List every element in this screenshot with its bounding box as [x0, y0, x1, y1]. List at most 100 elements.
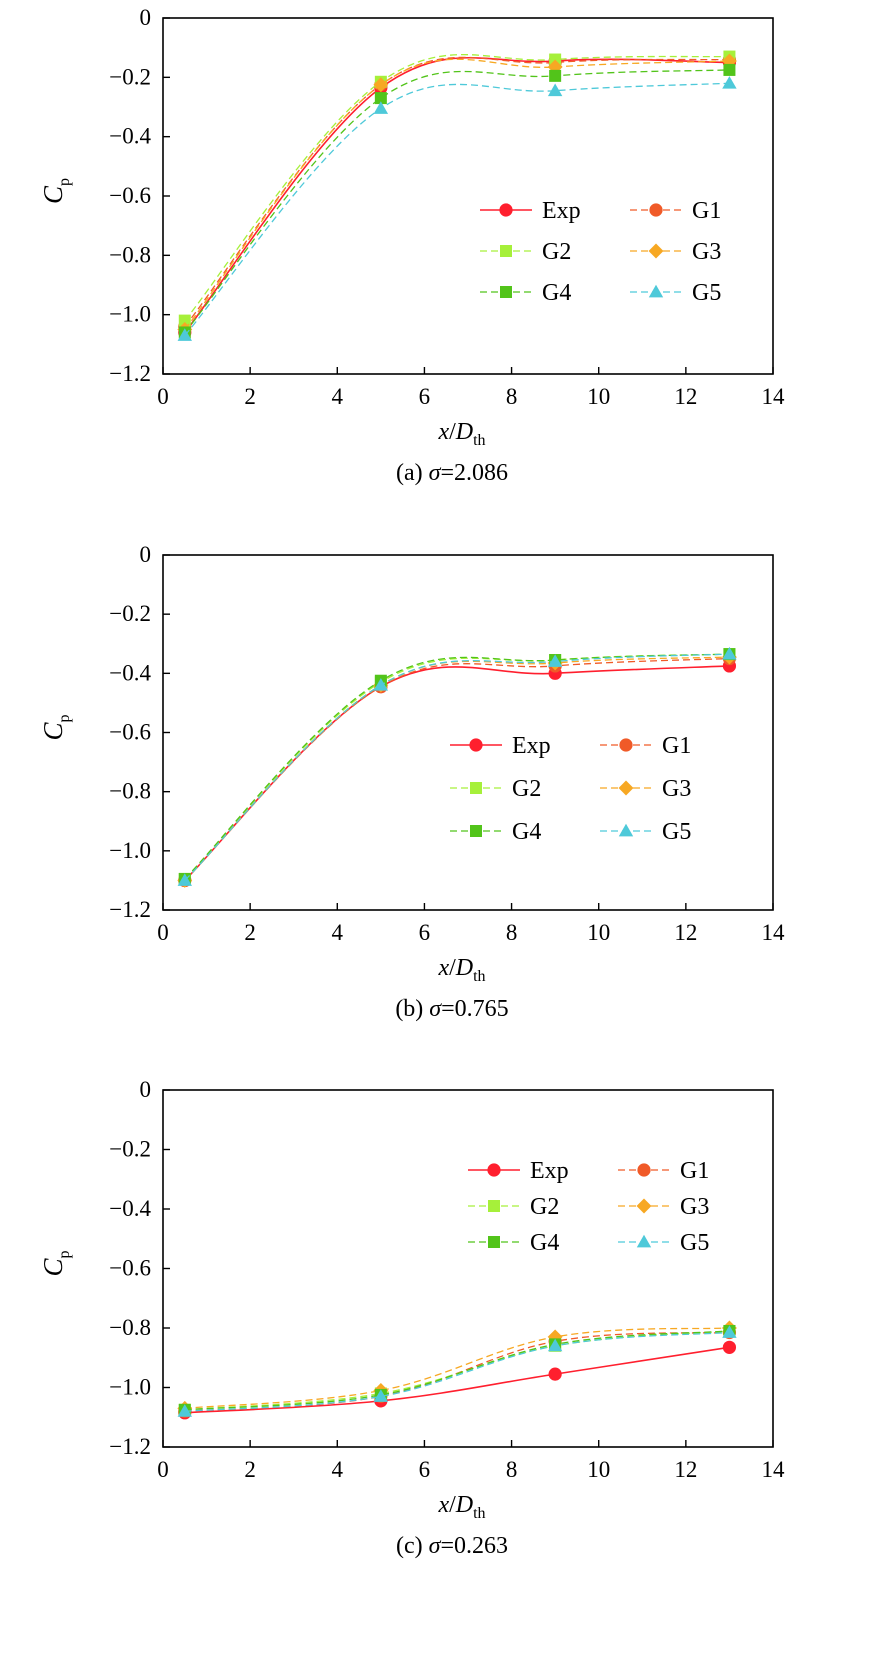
legend-item-G4: G4 [480, 280, 571, 306]
x-tick-label: 4 [332, 384, 344, 409]
legend-label: G2 [530, 1194, 559, 1220]
series-line-G5 [184, 653, 730, 881]
x-tick-label: 4 [332, 920, 344, 945]
y-tick-label: −1.2 [109, 897, 151, 922]
legend-label: G2 [542, 239, 571, 265]
data-point-G5 [722, 1325, 737, 1338]
x-axis-label-sep: / [449, 419, 456, 445]
series-line-G5 [184, 1331, 730, 1412]
legend-item-G2: G2 [480, 239, 571, 265]
x-tick-label: 14 [762, 920, 786, 945]
x-axis-label-base: D [455, 419, 473, 445]
series-line-G3 [184, 656, 730, 881]
legend-marker [618, 780, 634, 796]
y-axis-label-base: C [38, 1258, 68, 1277]
legend-marker [487, 1163, 501, 1177]
y-tick-label: −1.0 [109, 838, 151, 863]
y-tick-label: −0.2 [109, 1137, 151, 1162]
legend-marker [470, 782, 482, 794]
series-line-G5 [184, 82, 730, 336]
x-tick-label: 6 [419, 920, 431, 945]
legend-label: G2 [512, 776, 541, 802]
series-line-G3 [184, 1327, 730, 1409]
series-G1 [178, 651, 737, 888]
series-G3 [177, 649, 737, 888]
caption-symbol: σ [429, 996, 442, 1022]
y-tick-label: −1.2 [109, 1434, 151, 1459]
y-tick-label: −0.4 [109, 124, 151, 149]
data-point-G5 [722, 646, 737, 660]
caption-value: =0.263 [440, 1533, 508, 1559]
y-axis-label: Cp [38, 714, 73, 740]
legend-item-G1: G1 [600, 733, 691, 759]
legend-marker [500, 245, 512, 257]
legend-item-G2: G2 [468, 1194, 559, 1220]
x-axis-label-var: x [437, 1492, 449, 1518]
y-tick-label: −0.6 [109, 183, 151, 208]
x-tick-label: 8 [506, 1457, 518, 1482]
y-tick-label: 0 [140, 1077, 152, 1102]
series-line-Exp [184, 665, 730, 881]
data-point-G5 [373, 677, 389, 691]
legend-label: G4 [512, 819, 541, 845]
data-point-G4 [374, 92, 387, 105]
series-G2 [178, 1324, 736, 1416]
legend: Exp G1 G2 G3 G4 G5 [480, 198, 721, 306]
data-point-G5 [373, 101, 389, 114]
legend-item-Exp: Exp [450, 733, 551, 759]
data-point-G3 [373, 77, 389, 93]
x-tick-label: 6 [419, 1457, 431, 1482]
legend-label: G4 [542, 280, 571, 306]
data-point-G5 [547, 654, 563, 667]
chart-panel-1: 0 2 4 6 8 10 12 14 −1.2 −1.0 −0.8 −0.6 −0.4 −0.2 0 Cp x/… [38, 5, 785, 486]
series-line-G4 [184, 653, 730, 880]
data-point-G5 [177, 873, 192, 886]
x-tick-label: 10 [587, 384, 610, 409]
data-point-G5 [373, 1389, 389, 1402]
y-tick-label: 0 [140, 5, 152, 30]
legend-label: G1 [680, 1158, 709, 1184]
caption-symbol: σ [429, 1533, 442, 1559]
x-axis-label-var: x [437, 955, 449, 981]
y-tick-label: −0.6 [109, 1256, 151, 1281]
y-tick-label: −0.2 [109, 64, 151, 89]
data-point-G3 [547, 59, 563, 75]
x-tick-label: 4 [332, 1457, 344, 1482]
y-tick-label: −1.0 [109, 302, 151, 327]
data-point-G3 [547, 1329, 563, 1345]
x-tick-label: 0 [157, 1457, 169, 1482]
y-axis-label-subscript: p [56, 1250, 73, 1258]
legend-item-G5: G5 [600, 819, 691, 845]
x-tick-label: 12 [674, 920, 697, 945]
caption-symbol: σ [429, 460, 442, 486]
series-line-G1 [184, 657, 730, 881]
legend-item-G3: G3 [618, 1194, 709, 1220]
caption-prefix: (a) [396, 460, 429, 486]
data-point-G2 [178, 314, 191, 327]
x-tick-label: 12 [674, 384, 697, 409]
legend-label: Exp [542, 198, 581, 224]
chart-panel-3: 0 2 4 6 8 10 12 14 −1.2 −1.0 −0.8 −0.6 −0.4 −0.2 0 Cp x/… [38, 1077, 785, 1559]
caption-value: =0.765 [441, 996, 509, 1022]
legend-item-G1: G1 [618, 1158, 709, 1184]
series-G5 [177, 646, 737, 886]
x-tick-label: 2 [244, 1457, 256, 1482]
legend-marker [636, 1234, 652, 1248]
legend-label: Exp [530, 1158, 569, 1184]
series-line-Exp [184, 1346, 730, 1414]
data-point-Exp [548, 1367, 562, 1381]
legend-marker [499, 203, 513, 217]
x-tick-label: 14 [762, 384, 786, 409]
data-point-G5 [547, 1338, 563, 1352]
x-axis-label-sep: / [449, 1492, 456, 1518]
series-line-G4 [184, 69, 730, 333]
series-G4 [178, 648, 736, 885]
legend-label: Exp [512, 733, 551, 759]
x-tick-label: 10 [587, 1457, 610, 1482]
legend-marker [648, 284, 664, 298]
legend-label: G5 [680, 1230, 709, 1256]
series-line-G3 [184, 58, 730, 330]
chart-panel-2: 0 2 4 6 8 10 12 14 −1.2 −1.0 −0.8 −0.6 −0.4 −0.2 0 Cp x/… [38, 542, 785, 1022]
legend-item-G4: G4 [468, 1230, 559, 1256]
legend-label: G3 [662, 776, 691, 802]
